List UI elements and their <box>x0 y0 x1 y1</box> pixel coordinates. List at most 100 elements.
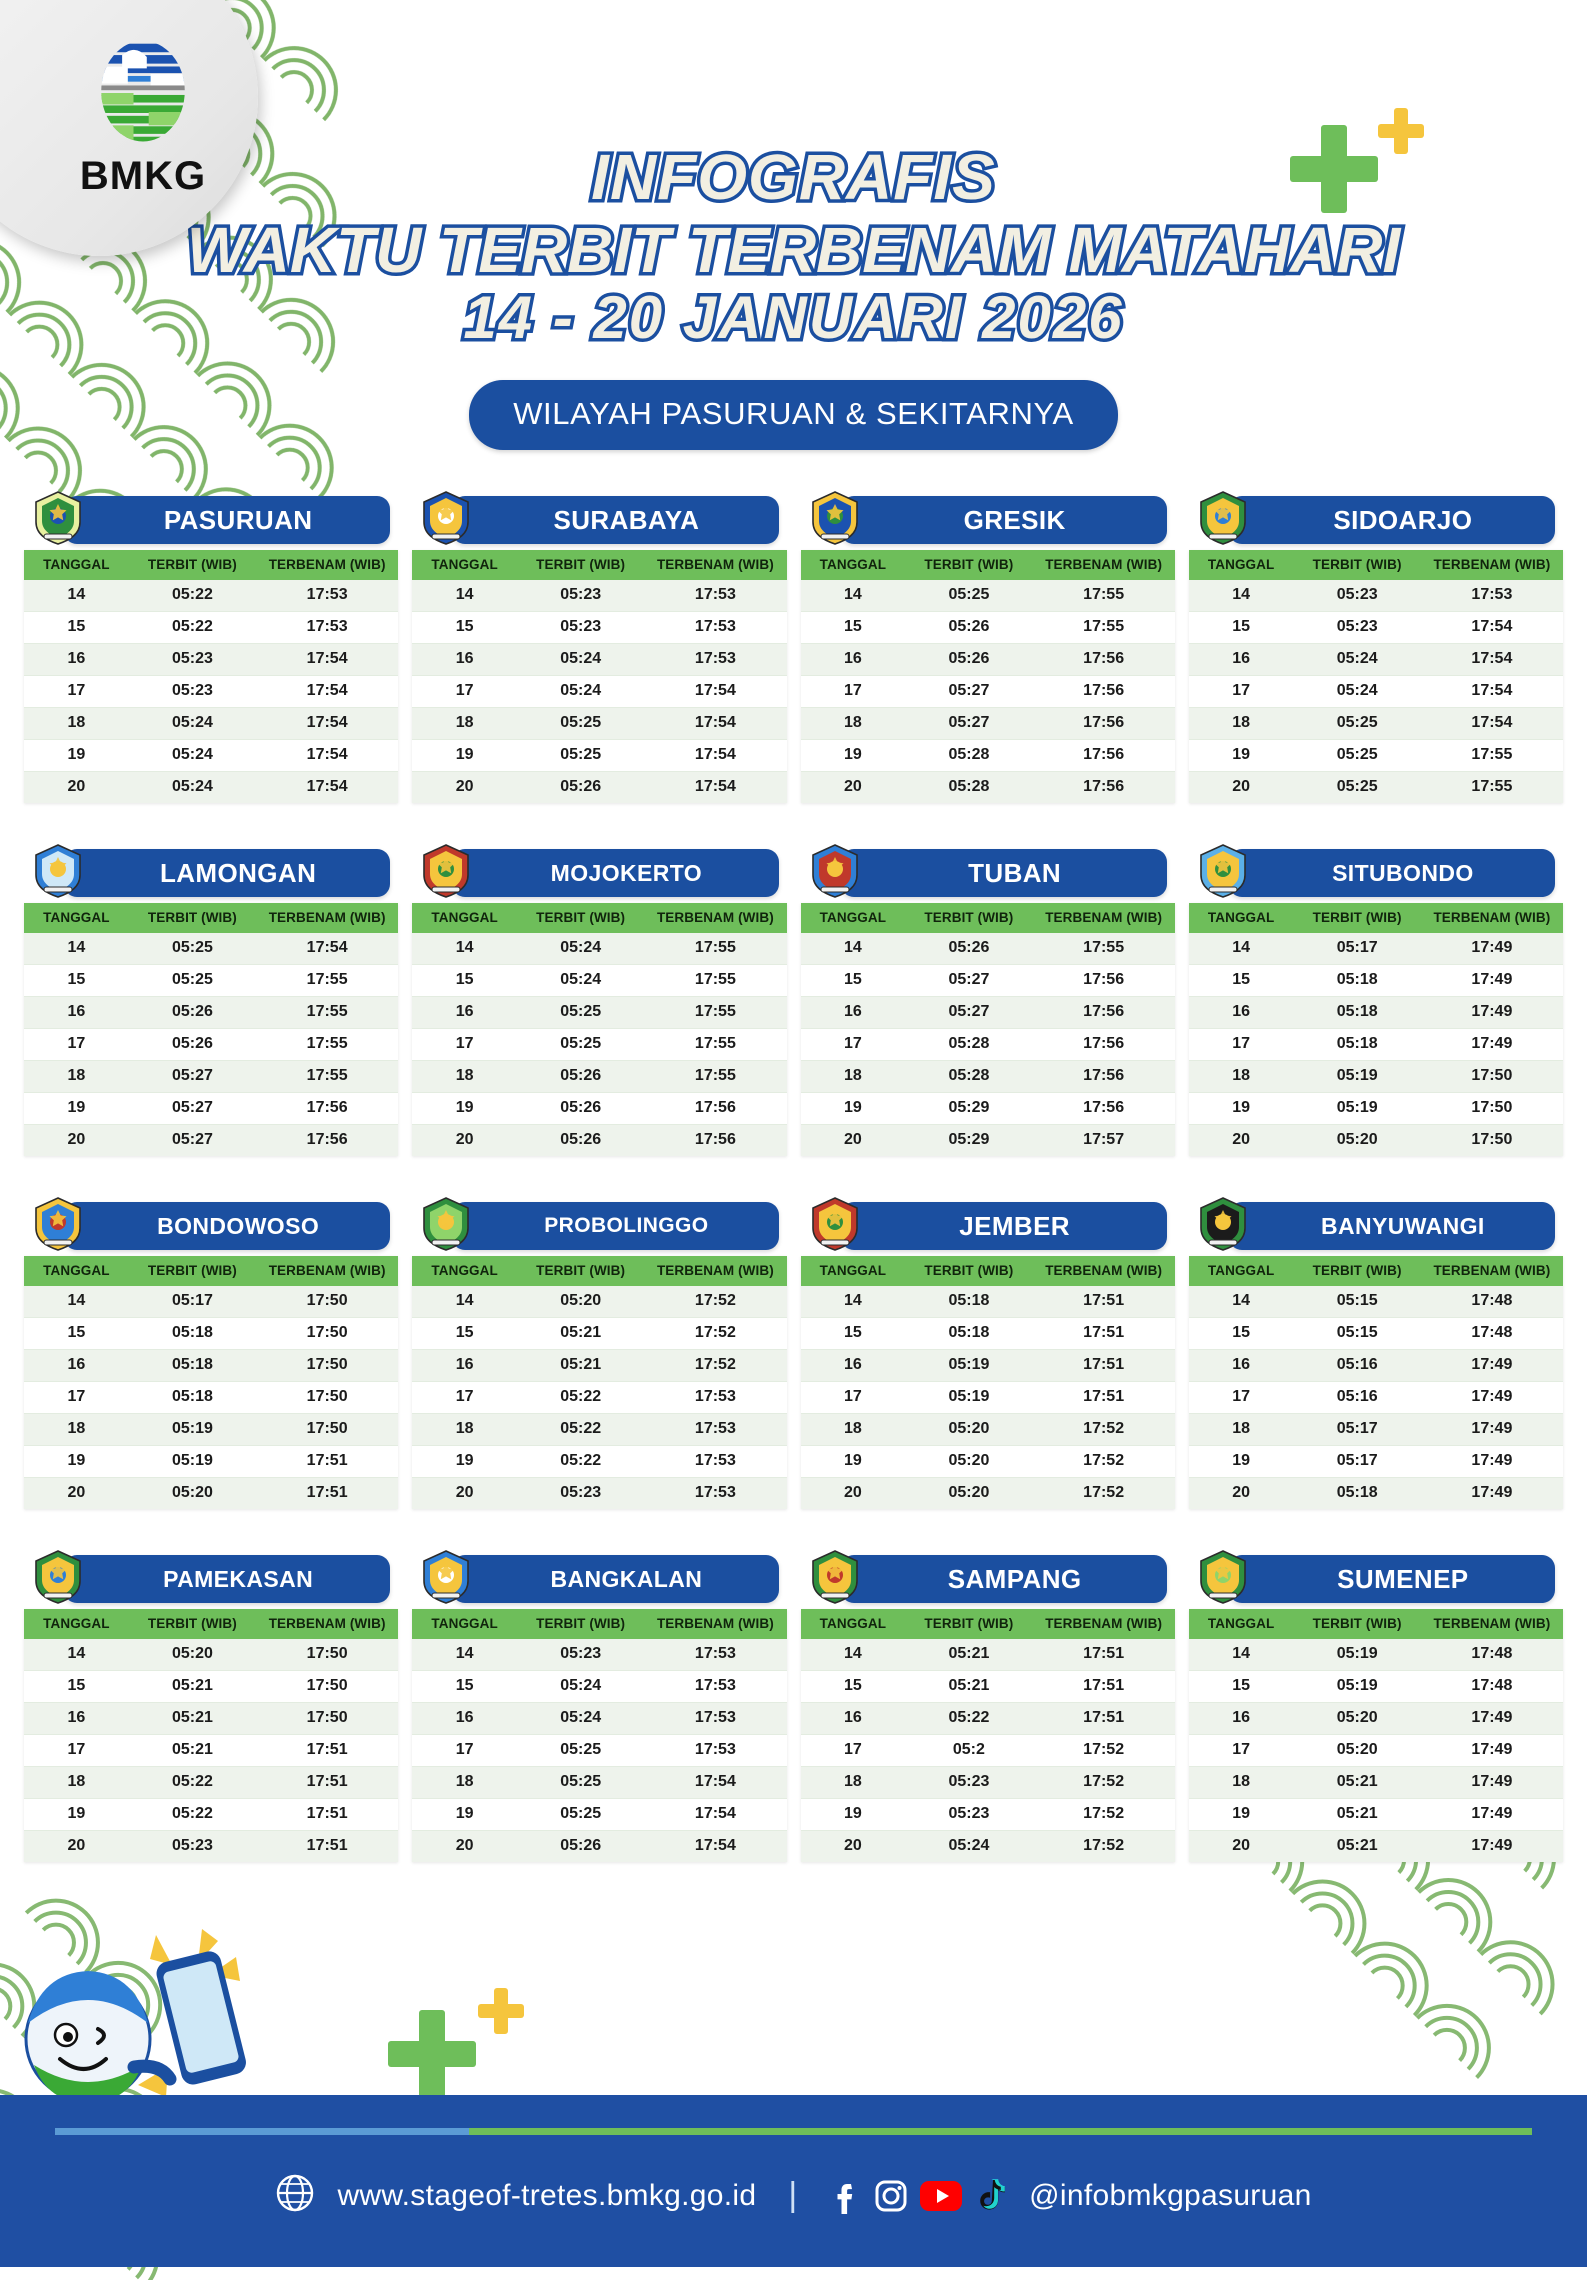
region-name-label: PASURUAN <box>163 504 313 535</box>
table-row: 20 05:20 17:50 <box>1188 1124 1563 1157</box>
crest-banyuwangi <box>1199 1197 1246 1252</box>
cell-sunset: 17:56 <box>1032 1060 1175 1094</box>
cell-sunset: 17:55 <box>644 996 787 1030</box>
crest-pasuruan <box>35 491 81 546</box>
cell-sunset: 17:56 <box>256 1092 399 1126</box>
region-card: LAMONGAN TANGGAL TERBIT (WIB) TERBENAM (WIB… <box>24 844 399 1157</box>
crest-mojokerto <box>420 843 472 899</box>
cell-sunrise: 05:27 <box>905 964 1033 998</box>
region-card: JEMBER TANGGAL TERBIT (WIB) TERBENAM (WIB) 1… <box>800 1197 1175 1510</box>
cell-sunrise: 05:25 <box>517 739 645 773</box>
cell-sunset: 17:56 <box>1032 1092 1175 1126</box>
cell-sunrise: 05:19 <box>905 1381 1033 1415</box>
cell-date: 19 <box>1188 1798 1294 1832</box>
column-header-date: TANGGAL <box>412 1609 518 1640</box>
table-row: 18 05:22 17:53 <box>412 1413 787 1447</box>
region-name-label: JEMBER <box>959 1210 1070 1241</box>
cell-date: 18 <box>412 707 518 741</box>
cell-date: 18 <box>24 707 129 741</box>
table-row: 16 05:24 17:54 <box>1188 643 1563 677</box>
table-row: 17 05:18 17:50 <box>24 1381 399 1415</box>
cell-date: 20 <box>1188 1830 1294 1863</box>
cell-sunrise: 05:29 <box>905 1092 1033 1126</box>
column-header-sunrise: TERBIT (WIB) <box>517 550 645 581</box>
table-row: 17 05:25 17:55 <box>412 1028 787 1062</box>
cell-date: 16 <box>412 1702 518 1736</box>
cell-sunrise: 05:24 <box>1293 675 1421 709</box>
tiktok-icon[interactable] <box>973 2177 1007 2215</box>
cell-date: 17 <box>800 1734 906 1768</box>
cell-date: 20 <box>412 771 518 804</box>
cell-sunrise: 05:23 <box>128 1830 257 1863</box>
cell-sunset: 17:56 <box>1032 643 1175 677</box>
region-name-label: PROBOLINGGO <box>544 1214 709 1238</box>
cell-date: 14 <box>800 580 906 613</box>
column-header-date: TANGGAL <box>800 1256 906 1287</box>
cell-sunset: 17:57 <box>1032 1124 1175 1157</box>
table-row: 18 05:23 17:52 <box>800 1766 1175 1800</box>
plus-decoration-green-top <box>1290 125 1378 213</box>
cell-sunrise: 05:24 <box>517 675 645 709</box>
cell-sunrise: 05:23 <box>905 1798 1033 1832</box>
table-row: 17 05:16 17:49 <box>1188 1381 1563 1415</box>
cell-sunrise: 05:22 <box>517 1445 645 1479</box>
region-card: BANYUWANGI TANGGAL TERBIT (WIB) TERBENAM (W… <box>1188 1197 1563 1510</box>
footer-website[interactable]: www.stageof-tretes.bmkg.go.id <box>337 2178 757 2212</box>
table-row: 17 05:19 17:51 <box>800 1381 1175 1415</box>
table-row: 16 05:25 17:55 <box>412 996 787 1030</box>
youtube-icon[interactable] <box>919 2179 963 2213</box>
cell-date: 18 <box>1188 1766 1294 1800</box>
sun-times-table: TANGGAL TERBIT (WIB) TERBENAM (WIB) 14 05:26… <box>800 903 1175 1157</box>
region-card: MOJOKERTO TANGGAL TERBIT (WIB) TERBENAM (WI… <box>412 844 787 1157</box>
cell-date: 14 <box>800 1639 906 1672</box>
bmkg-logo-icon <box>101 43 185 142</box>
cell-sunrise: 05:24 <box>128 707 257 741</box>
cell-date: 16 <box>1188 643 1294 677</box>
cell-date: 18 <box>1188 1060 1294 1094</box>
cell-sunrise: 05:18 <box>128 1317 257 1351</box>
cell-sunset: 17:51 <box>1032 1286 1175 1319</box>
footer-social-handle[interactable]: @infobmkgpasuruan <box>1029 2178 1312 2212</box>
page-header: INFOGRAFIS WAKTU TERBIT TERBENAM MATAHAR… <box>0 0 1587 451</box>
cell-sunrise: 05:20 <box>1293 1124 1421 1157</box>
region-name-badge: SAMPANG <box>840 1555 1167 1604</box>
table-row: 18 05:26 17:55 <box>412 1060 787 1094</box>
cell-sunrise: 05:19 <box>905 1349 1033 1383</box>
column-header-date: TANGGAL <box>800 903 906 934</box>
table-row: 17 05:18 17:49 <box>1188 1028 1563 1062</box>
region-card-header: PROBOLINGGO <box>412 1197 786 1254</box>
region-name-label: TUBAN <box>968 857 1062 888</box>
cell-date: 18 <box>800 707 906 741</box>
cell-date: 19 <box>24 1445 129 1479</box>
cell-sunrise: 05:22 <box>128 611 257 645</box>
cell-sunrise: 05:24 <box>517 933 645 966</box>
cell-sunset: 17:48 <box>1420 1317 1563 1351</box>
cell-sunset: 17:51 <box>256 1798 399 1832</box>
cell-date: 17 <box>1188 1734 1294 1768</box>
region-name-badge: GRESIK <box>840 496 1167 545</box>
instagram-icon[interactable] <box>873 2177 909 2215</box>
cell-date: 16 <box>1188 1702 1294 1736</box>
table-row: 15 05:24 17:55 <box>412 964 787 998</box>
cell-sunrise: 05:24 <box>128 739 257 773</box>
column-header-sunset: TERBENAM (WIB) <box>256 1609 399 1640</box>
cell-sunset: 17:54 <box>1420 611 1563 645</box>
cell-sunrise: 05:25 <box>517 996 645 1030</box>
cell-sunset: 17:56 <box>256 1124 399 1157</box>
cell-sunrise: 05:18 <box>905 1317 1033 1351</box>
cell-sunset: 17:56 <box>644 1092 787 1126</box>
facebook-icon[interactable] <box>829 2177 863 2215</box>
cell-sunrise: 05:21 <box>128 1702 257 1736</box>
crest-sidoarjo <box>1199 491 1246 546</box>
cell-sunrise: 05:21 <box>128 1670 257 1704</box>
cell-date: 19 <box>412 1798 518 1832</box>
cell-date: 19 <box>800 739 906 773</box>
cell-sunset: 17:54 <box>644 739 787 773</box>
cell-date: 18 <box>412 1413 518 1447</box>
cell-sunset: 17:54 <box>1420 707 1563 741</box>
cell-date: 20 <box>24 1477 129 1510</box>
column-header-sunset: TERBENAM (WIB) <box>644 1609 787 1640</box>
column-header-date: TANGGAL <box>24 550 129 581</box>
table-row: 18 05:19 17:50 <box>24 1413 399 1447</box>
cell-date: 17 <box>24 1734 129 1768</box>
